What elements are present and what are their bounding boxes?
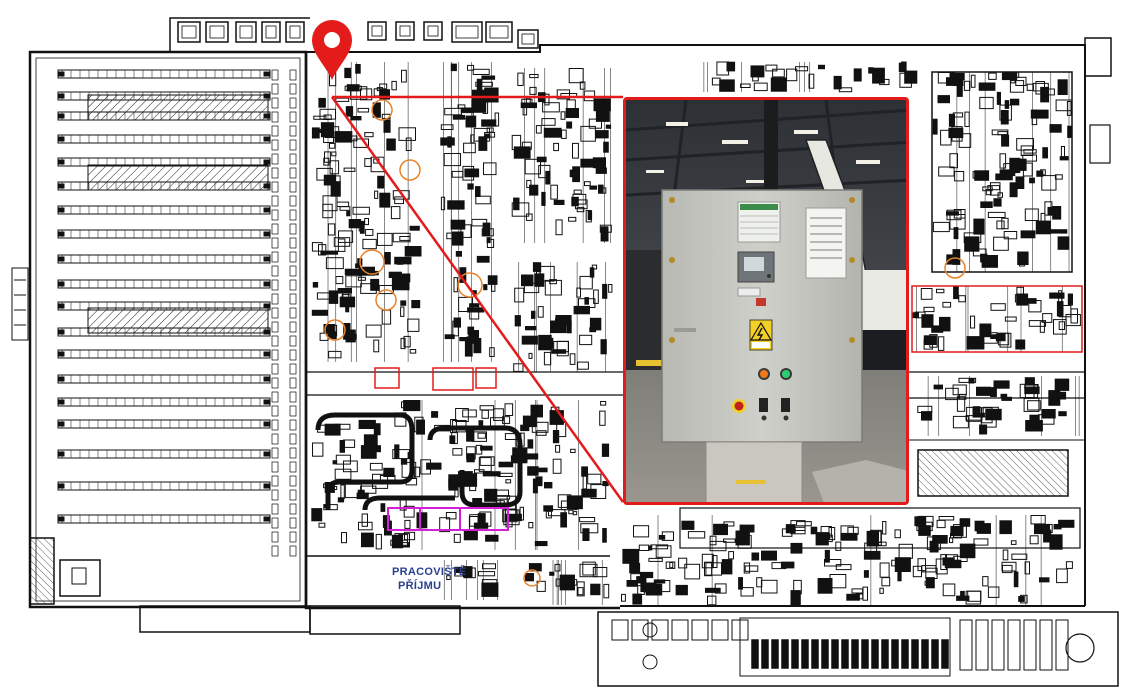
machine-cluster [443,560,499,600]
rack-row [57,279,271,289]
right-production-area [620,371,1085,607]
rack-row [57,205,271,215]
rack-row [57,514,271,524]
utility-room [367,21,387,41]
utility-room [423,21,443,41]
location-pin-icon [312,20,352,80]
machine-cluster [917,376,1080,436]
machine-cluster [311,62,422,362]
utility-room [177,21,201,43]
bottom-left-rooms [139,605,461,635]
rack-row [57,481,271,491]
utility-room [261,21,281,43]
main-hall-outline [169,17,1112,610]
utility-room [205,21,229,43]
rack-row [57,349,271,359]
high-voltage-warning-icon [749,319,773,351]
utility-room [395,21,415,41]
machine-cluster [524,560,610,605]
rack-row [57,449,271,459]
utility-room [485,21,513,43]
equipment-photo-callout [623,97,909,505]
machine-cluster [513,262,613,372]
production-equipment [311,61,1081,606]
red-highlight-areas [374,71,1083,391]
area-label-line-2: PŘÍJMU [398,580,442,592]
rack-row [57,419,271,429]
rack-row [57,134,271,144]
magenta-work-zone [387,507,509,531]
utility-room [451,21,483,43]
orange-markers [324,99,966,587]
office-wing [597,611,1119,687]
callout-leader-lines [330,95,625,503]
rack-row [57,374,271,384]
machine-cluster [511,68,612,243]
utility-room [285,21,305,43]
utility-room [517,29,539,49]
rack-row [57,397,271,407]
rack-row [57,69,271,79]
rack-row [57,229,271,239]
rack-row [57,254,271,264]
area-label-line-1: PRACOVIŠTĚ [392,566,467,578]
machine-cluster [932,71,1073,272]
control-cabinet-photo [626,100,906,502]
machine-cluster [311,400,610,550]
machine-cluster [621,515,1075,606]
top-utility-rooms [177,21,539,49]
machine-cluster [912,285,1081,352]
machine-cluster [703,61,918,93]
machine-cluster [440,62,500,362]
hatched-zones [87,94,269,334]
left-side-structures [11,267,101,605]
conveyor-loop [315,412,523,511]
utility-room [235,21,257,43]
